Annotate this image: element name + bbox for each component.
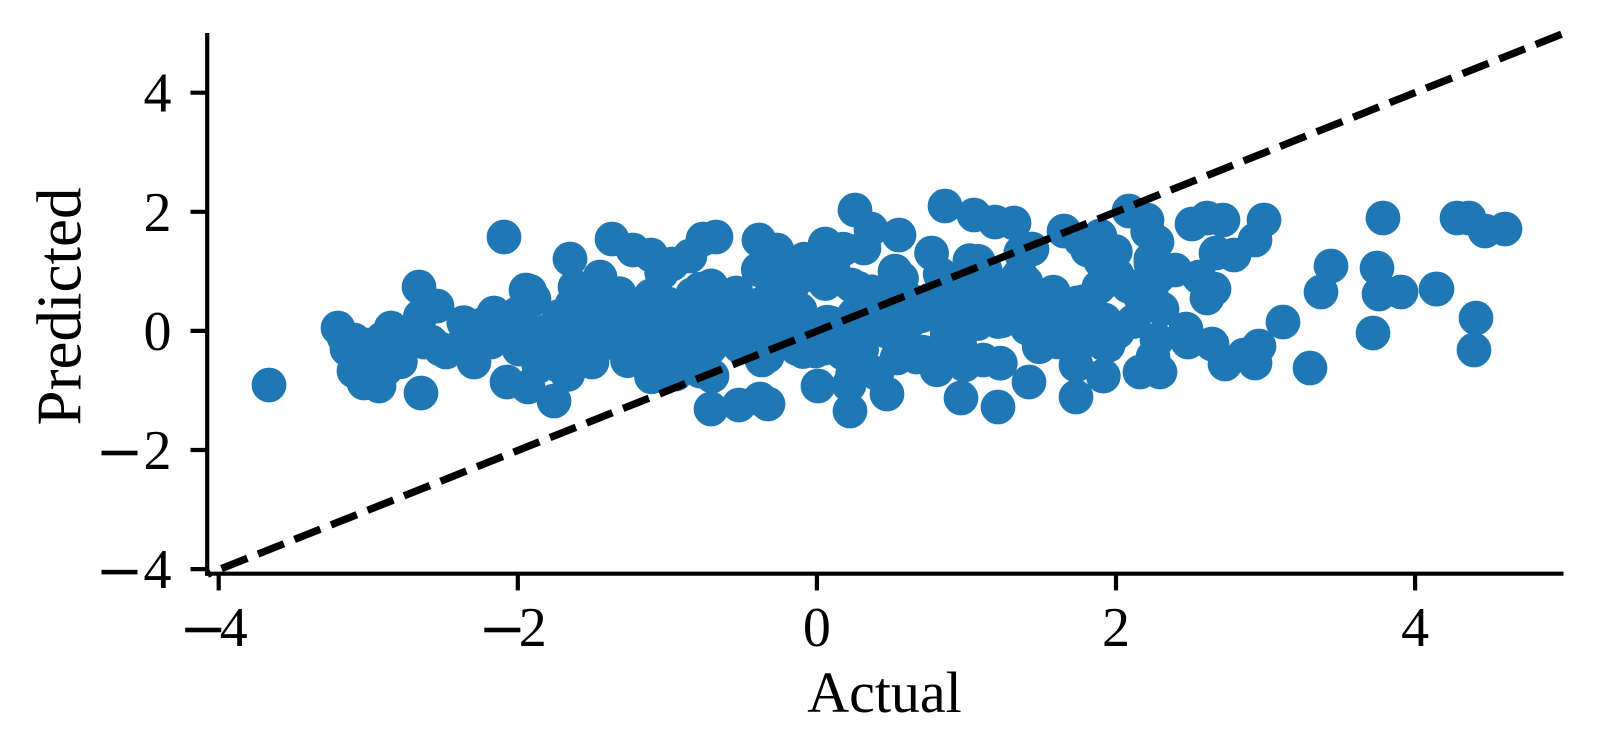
svg-text:2: 2 bbox=[144, 420, 172, 482]
svg-text:2: 2 bbox=[144, 182, 172, 244]
svg-text:2: 2 bbox=[1102, 597, 1130, 659]
svg-text:0: 0 bbox=[803, 597, 831, 659]
svg-text:0: 0 bbox=[144, 301, 172, 363]
svg-text:Predicted: Predicted bbox=[24, 188, 94, 426]
svg-text:4: 4 bbox=[144, 539, 172, 601]
svg-text:4: 4 bbox=[1401, 597, 1429, 659]
svg-text:4: 4 bbox=[220, 597, 248, 659]
svg-text:4: 4 bbox=[144, 63, 172, 125]
svg-text:2: 2 bbox=[519, 597, 547, 659]
svg-text:Actual: Actual bbox=[807, 660, 962, 725]
